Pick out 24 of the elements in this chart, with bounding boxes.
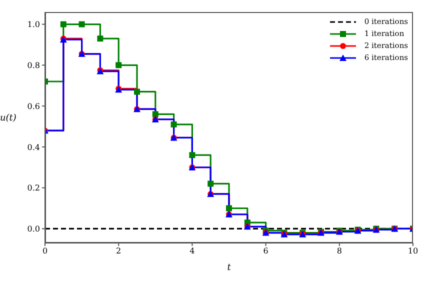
point bbox=[134, 88, 140, 95]
point bbox=[170, 121, 177, 128]
y-tick-label: 0.2 bbox=[27, 184, 40, 193]
x-tick-label: 2 bbox=[116, 246, 122, 256]
point bbox=[78, 21, 85, 28]
y-tick-label: 0.4 bbox=[27, 142, 40, 152]
point bbox=[60, 21, 66, 28]
x-axis-title: t bbox=[227, 263, 232, 273]
x-tick-label: 0 bbox=[42, 246, 48, 256]
x-tick-label: 4 bbox=[190, 246, 195, 256]
y-tick-label: 0.6 bbox=[27, 102, 40, 111]
x-tick-label: 6 bbox=[263, 246, 268, 256]
y-axis-title: u(t) bbox=[0, 114, 17, 124]
point bbox=[97, 36, 104, 42]
point bbox=[208, 180, 214, 187]
point bbox=[189, 152, 196, 158]
point bbox=[116, 62, 122, 68]
y-tick-label: 0.0 bbox=[27, 224, 40, 234]
y-tick-label: 0.8 bbox=[27, 60, 40, 70]
point bbox=[226, 205, 232, 212]
x-tick-label: 8 bbox=[336, 246, 342, 256]
y-tick-label: 1.0 bbox=[27, 20, 40, 30]
x-tick-label: 10 bbox=[408, 246, 418, 256]
point bbox=[152, 111, 158, 118]
